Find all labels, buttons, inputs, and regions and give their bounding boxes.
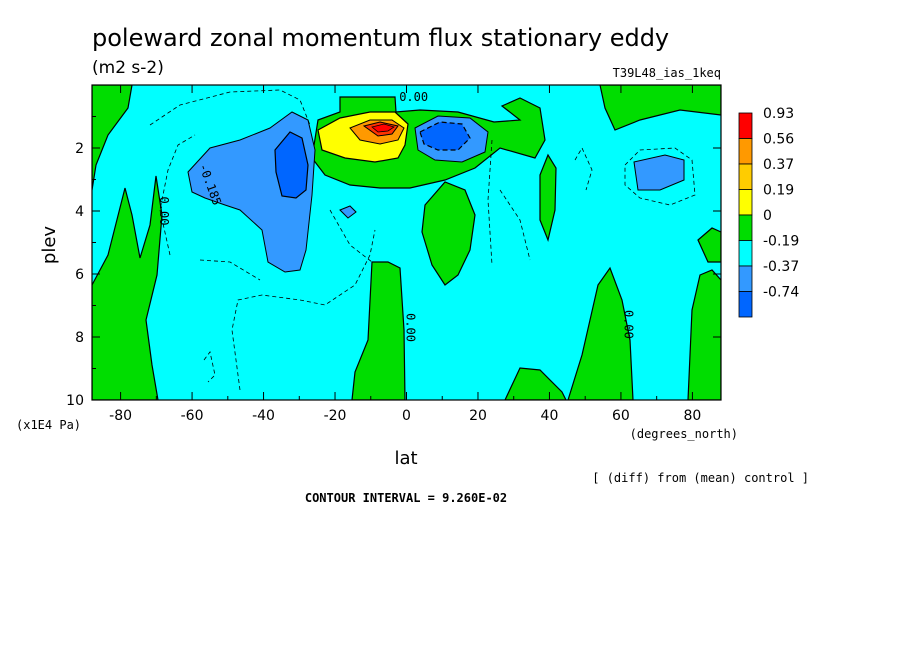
- colorbar-legend: 0.93 0.56 0.37 0.19 0 -0.19 -0.37 -0.74: [738, 106, 799, 318]
- y-tick-label: 6: [75, 267, 84, 283]
- y-tick-label: 4: [75, 204, 84, 220]
- region-pos-west-top: [92, 85, 133, 191]
- experiment-label: T39L48_ias_1keq: [613, 66, 721, 80]
- region-pos-right-small: [697, 227, 721, 263]
- region-neg-core-east: [419, 121, 471, 151]
- contour-field: [92, 85, 721, 400]
- legend-swatch: [738, 214, 753, 241]
- legend-level-label: 0.56: [763, 132, 794, 148]
- region-pos-right-edge: [687, 269, 721, 400]
- region-pos-right-strip: [539, 153, 557, 242]
- x-tick-label: -20: [324, 408, 347, 424]
- legend-level-label: -0.19: [763, 234, 799, 250]
- legend-swatch: [738, 265, 753, 292]
- legend-level-label: -0.37: [763, 259, 799, 275]
- contour-label: 0.00: [157, 197, 171, 226]
- x-tick-label: -60: [181, 408, 204, 424]
- legend-swatch: [738, 112, 753, 139]
- region-pos-mid-blob: [421, 181, 476, 286]
- x-tick-label: 60: [612, 408, 630, 424]
- y-tick-label: 8: [75, 330, 84, 346]
- legend-swatch: [738, 240, 753, 267]
- legend-level-label: -0.74: [763, 285, 799, 301]
- x-tick-label: 80: [683, 408, 701, 424]
- region-max-core: [371, 123, 395, 133]
- x-tick-label: 20: [469, 408, 487, 424]
- y-axis-units: (x1E4 Pa): [16, 418, 81, 432]
- region-pos-bottom-right: [567, 266, 634, 400]
- legend-swatch: [738, 189, 753, 216]
- negative-contours: [149, 89, 696, 391]
- x-tick-label: -80: [109, 408, 132, 424]
- legend-level-label: 0: [763, 208, 772, 224]
- x-tick-label: 0: [402, 408, 411, 424]
- region-pos-east-top: [599, 85, 721, 131]
- contour-label: 0.00: [622, 310, 636, 339]
- chart-title: poleward zonal momentum flux stationary …: [92, 24, 669, 52]
- legend-swatch: [738, 138, 753, 165]
- region-pos-center-column: [351, 261, 406, 400]
- legend-swatch: [738, 291, 753, 318]
- x-tick-label: -40: [252, 408, 275, 424]
- y-tick-label: 2: [75, 141, 84, 157]
- x-axis: -80 -60 -40 -20 0 20 40 60 80: [109, 85, 701, 424]
- legend-level-label: 0.19: [763, 183, 794, 199]
- contour-label: 0.00: [404, 313, 418, 342]
- diff-note: [ (diff) from (mean) control ]: [592, 471, 809, 485]
- y-axis: 2 4 6 8 10: [66, 116, 721, 409]
- legend-swatch: [738, 163, 753, 190]
- legend-level-label: 0.93: [763, 106, 794, 122]
- contour-interval: CONTOUR INTERVAL = 9.260E-02: [305, 491, 507, 505]
- legend-level-label: 0.37: [763, 157, 794, 173]
- y-axis-label: plev: [39, 226, 60, 265]
- region-neg-core-west: [274, 131, 309, 199]
- region-neg-small: [339, 205, 357, 219]
- region-pos-west-column: [92, 175, 163, 400]
- contour-label: 0.00: [399, 90, 428, 104]
- x-axis-units: (degrees_north): [630, 427, 738, 441]
- x-axis-label: lat: [394, 448, 417, 469]
- region-pos-bottom-mound: [504, 367, 567, 400]
- y-tick-label: 10: [66, 393, 84, 409]
- x-tick-label: 40: [541, 408, 559, 424]
- region-neg-right-far: [633, 154, 685, 191]
- chart-units: (m2 s-2): [92, 58, 164, 78]
